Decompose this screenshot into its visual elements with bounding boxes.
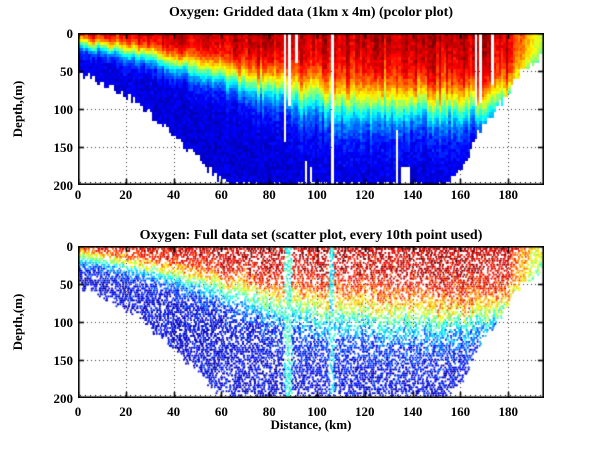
scatter-ytick: 50 (60, 277, 73, 292)
scatter-ytick: 150 (53, 353, 74, 368)
scatter-xtick: 20 (119, 404, 133, 419)
scatter-ytick: 100 (53, 315, 74, 330)
pcolor-xtick: 20 (119, 187, 133, 202)
pcolor-ytick: 50 (60, 63, 73, 79)
pcolor-ytick: 100 (53, 101, 74, 117)
scatter-xtick: 160 (450, 404, 471, 419)
scatter-xtick: 140 (402, 404, 423, 419)
pcolor-ylabel: Depth,(m) (10, 80, 25, 138)
scatter-xtick: 100 (307, 404, 327, 419)
scatter-ytick: 200 (53, 391, 74, 406)
pcolor-xtick: 40 (167, 187, 181, 202)
x-axis-label: Distance, (km) (270, 417, 352, 432)
scatter-xtick: 120 (355, 404, 375, 419)
pcolor-xtick: 80 (262, 187, 276, 202)
pcolor-xtick: 60 (214, 187, 228, 202)
scatter-canvas (78, 246, 544, 398)
scatter-ylabel: Depth,(m) (10, 293, 25, 351)
pcolor-canvas (78, 33, 544, 185)
scatter-xtick: 80 (262, 404, 276, 419)
scatter-xtick: 60 (214, 404, 228, 419)
scatter-ytick: 0 (66, 239, 74, 254)
pcolor-xtick: 100 (307, 187, 327, 202)
scatter-xtick: 180 (498, 404, 518, 419)
pcolor-ytick: 0 (66, 26, 74, 41)
scatter-xtick: 0 (74, 404, 82, 419)
pcolor-xtick: 120 (355, 187, 375, 202)
pcolor-xtick: 160 (450, 187, 471, 202)
pcolor-ytick: 150 (53, 139, 74, 155)
pcolor-xtick: 0 (74, 187, 82, 202)
pcolor-ytick: 200 (53, 177, 74, 193)
scatter-title: Oxygen: Full data set (scatter plot, eve… (139, 228, 483, 243)
scatter-xtick: 40 (167, 404, 181, 419)
pcolor-title: Oxygen: Gridded data (1km x 4m) (pcolor … (168, 5, 453, 20)
pcolor-xtick: 180 (498, 187, 518, 202)
pcolor-xtick: 140 (402, 187, 423, 202)
